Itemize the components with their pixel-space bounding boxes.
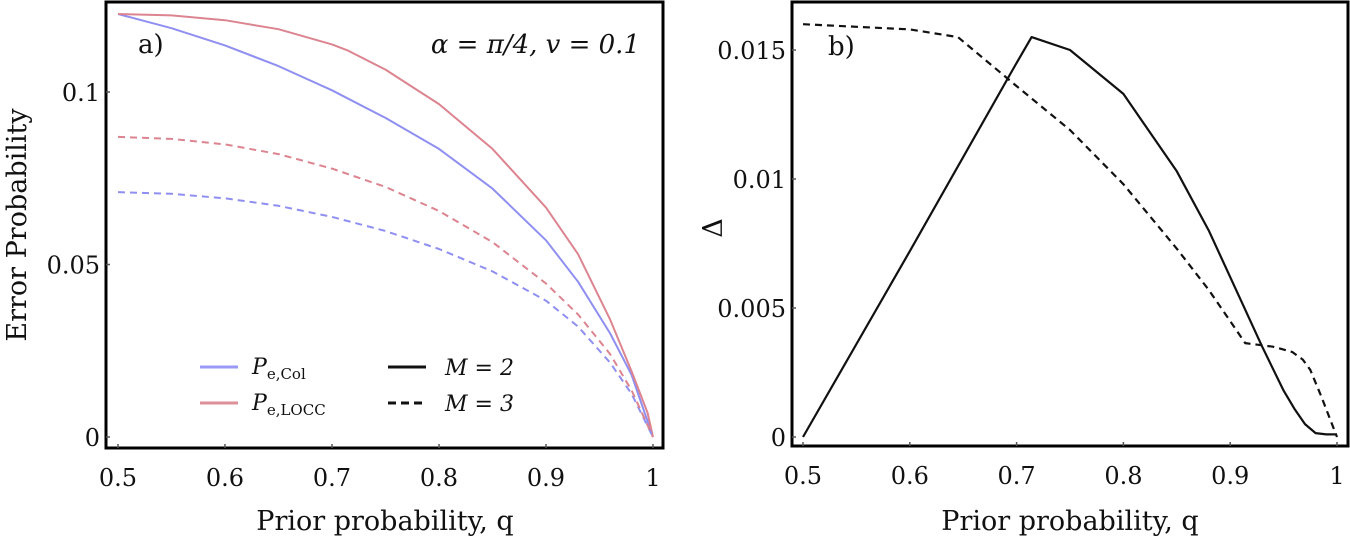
panel-a-xlabel: Prior probability, q: [256, 506, 513, 537]
x-tick-label: 0.8: [420, 464, 458, 492]
series-line: [117, 13, 654, 438]
panel-b-ylabel: Δ: [698, 218, 729, 238]
panel-b-frame: [790, 0, 1350, 448]
x-tick-label: 0.7: [313, 464, 351, 492]
panel-b-delta: 0.5 0.6 0.7 0.8 0.9 1 0 0.005 0.01 0.015 b) Δ Pri…: [698, 0, 1350, 537]
series-line: [802, 23, 1339, 438]
x-tick-label: 0.5: [784, 462, 822, 490]
x-tick-label: 0.6: [891, 462, 929, 490]
panel-a-ylabel: Error Probability: [2, 108, 33, 342]
series-line: [117, 191, 654, 438]
panel-a-frame: [104, 0, 665, 450]
panel-b-ticks: 0.5 0.6 0.7 0.8 0.9 1 0 0.005 0.01 0.015: [717, 37, 1344, 490]
x-tick-label: 0.9: [1211, 462, 1249, 490]
x-tick-label: 0.6: [206, 464, 244, 492]
series-line: [802, 35, 1337, 438]
x-tick-label: 0.9: [527, 464, 565, 492]
y-tick-label: 0.1: [62, 79, 100, 107]
panel-a-series: [117, 13, 654, 438]
panel-b-xlabel: Prior probability, q: [941, 506, 1198, 537]
series-line: [117, 13, 654, 438]
series-line: [117, 135, 654, 438]
y-tick-label: 0.005: [717, 295, 786, 323]
y-tick-label: 0: [771, 424, 786, 452]
panel-a-ticks: 0.5 0.6 0.7 0.8 0.9 1 0 0.05 0.1: [47, 79, 661, 492]
x-tick-label: 1: [1329, 462, 1344, 490]
x-tick-label: 0.8: [1104, 462, 1142, 490]
panel-b-label: b): [828, 32, 855, 62]
y-tick-label: 0.015: [717, 37, 786, 65]
x-tick-label: 0.7: [998, 462, 1036, 490]
y-tick-label: 0.01: [733, 166, 786, 194]
legend-label-m2: M = 2: [444, 356, 514, 381]
x-tick-label: 0.5: [99, 464, 137, 492]
y-tick-label: 0.05: [47, 252, 100, 280]
panel-a-annotation: α = π/4, v = 0.1: [431, 30, 640, 60]
x-tick-label: 1: [645, 464, 660, 492]
panel-a-error-probability: 0.5 0.6 0.7 0.8 0.9 1 0 0.05 0.1 a) α = π/4, v =…: [2, 0, 665, 537]
legend-label-col: Pe,Col: [251, 355, 306, 383]
panel-b-series: [802, 23, 1339, 438]
y-tick-label: 0: [85, 424, 100, 452]
legend-label-locc: Pe,LOCC: [251, 391, 326, 419]
panel-a-legend: Pe,Col Pe,LOCC M = 2 M = 3: [200, 355, 514, 419]
legend-label-m3: M = 3: [444, 392, 514, 417]
panel-a-label: a): [138, 30, 164, 60]
